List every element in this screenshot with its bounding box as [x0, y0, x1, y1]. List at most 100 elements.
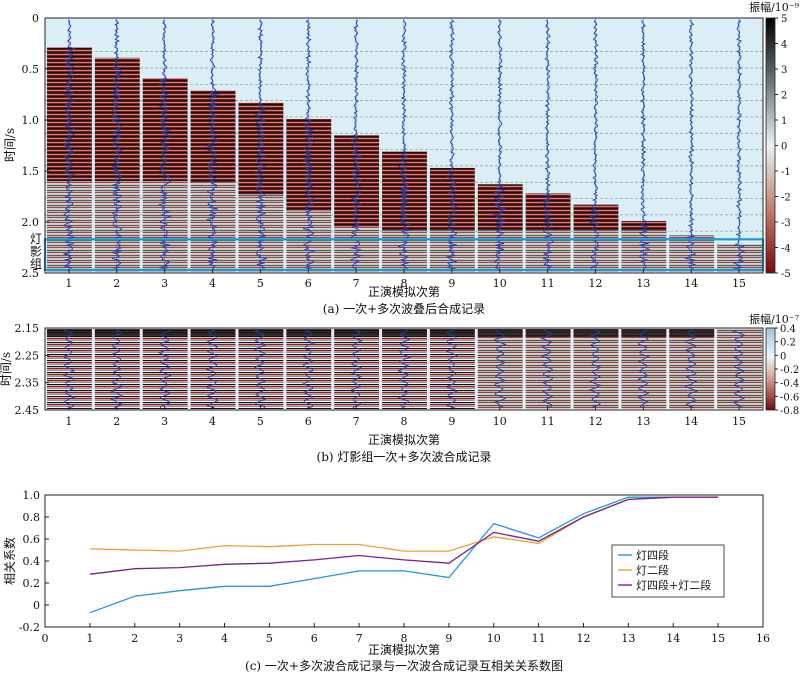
zoom-wiggle-trace [540, 329, 554, 409]
colorbar-tick-label: 5 [781, 14, 787, 25]
panel-a-x-tick-label: 7 [353, 277, 360, 290]
colorbar-tick-label: 0 [781, 142, 787, 153]
legend-label: 灯四段+灯二段 [636, 578, 711, 592]
panel-c-x-tick-label: 16 [756, 632, 770, 645]
panel-b-colorbar-ticks: 0.4 0.2 0 -0.2 -0.4 -0.6 -0.8 [775, 324, 799, 417]
panel-b-x-tick-label: 5 [257, 415, 264, 428]
panel-a-x-tick-label: 2 [113, 277, 120, 290]
panel-a-colorbar [765, 17, 776, 274]
panel-a-x-tick-label: 15 [732, 277, 746, 290]
panel-b-x-tick-label: 14 [684, 415, 698, 428]
record-block [429, 167, 475, 231]
panel-c-x-tick-label: 6 [311, 632, 318, 645]
panel-b-colorbar-title: 振幅/10⁻⁷ [749, 312, 800, 326]
panel-b-gathers [47, 329, 762, 409]
record-block-lower [669, 235, 715, 272]
colorbar-tick-label: 0.4 [780, 324, 796, 335]
zoom-wiggle-trace [684, 329, 699, 409]
zoom-record-block [190, 329, 236, 409]
panel-c-x-tick-label: 8 [401, 632, 408, 645]
panel-a: 00.51.01.52.02.5 1 2 3 4 5 6 7 8 9 10 11 12 13 14 15 时… [3, 0, 800, 316]
zoom-wiggle-trace [253, 329, 267, 409]
record-block [573, 204, 619, 231]
panel-a-y-tick-label: 0 [32, 12, 39, 25]
zoom-record-block [334, 329, 380, 409]
panel-a-y-tick-label: 0.5 [22, 63, 40, 76]
zoom-wiggle-trace [301, 329, 316, 409]
panel-b-x-tick-label: 2 [113, 415, 120, 428]
panel-c-x-tick-label: 0 [42, 632, 49, 645]
zoom-top-band [190, 329, 236, 337]
wiggle-trace [111, 19, 124, 271]
panel-a-x-ticks: 1 2 3 4 5 6 7 8 9 10 11 12 13 14 15 [65, 269, 746, 290]
panel-a-x-tick-label: 12 [588, 277, 602, 290]
legend-label: 灯四段 [636, 548, 669, 562]
zoom-record-block [621, 329, 667, 409]
colorbar-tick-label: 2 [781, 91, 787, 102]
panel-c-y-tick-label: 0.4 [23, 555, 41, 568]
panel-c-x-tick-label: 13 [621, 632, 635, 645]
panel-c-x-tick-label: 12 [577, 632, 591, 645]
zoom-record-block [477, 329, 523, 409]
panel-b-y-tick-label: 2.25 [15, 349, 40, 362]
panel-b-x-tick-label: 15 [732, 415, 746, 428]
colorbar-tick-label: -2 [781, 193, 791, 204]
panel-c-y-tick-label: 0.8 [23, 511, 41, 524]
zoom-top-band [525, 329, 571, 337]
panel-c-caption: (c) 一次+多次波合成记录与一次波合成记录互相关关系数图 [245, 658, 563, 673]
panel-b-caption: (b) 灯影组一次+多次波合成记录 [317, 449, 492, 464]
panel-b-x-tick-label: 8 [401, 415, 408, 428]
panel-c-x-tick-label: 1 [86, 632, 93, 645]
wiggle-trace [349, 19, 363, 271]
record-block-lower [334, 227, 380, 272]
panel-b-y-tick-label: 2.35 [15, 377, 40, 390]
wiggle-trace [731, 19, 746, 271]
panel-c-y-label: 相关系数 [2, 537, 17, 585]
panel-b-x-tick-label: 3 [161, 415, 168, 428]
colorbar-tick-label: -0.8 [780, 406, 799, 417]
zoom-top-band [94, 329, 140, 337]
panel-b-x-tick-label: 13 [636, 415, 650, 428]
zoom-wiggle-trace [588, 329, 602, 409]
record-block [238, 102, 284, 195]
panel-a-gathers [45, 18, 763, 273]
zoom-record-block [669, 329, 715, 409]
panel-a-y-ticks: 0 0.5 1.0 1.5 2.0 2.5 [22, 12, 49, 280]
series-line [89, 496, 719, 575]
colorbar-tick-label: -0.2 [780, 365, 799, 376]
panel-b-y-tick-label: 2.15 [15, 322, 40, 335]
panel-a-x-tick-label: 14 [684, 277, 698, 290]
wiggle-trace [589, 19, 601, 271]
panel-b-x-tick-label: 10 [493, 415, 507, 428]
zoom-top-band [334, 329, 380, 337]
panel-a-x-label: 正演模拟次第 [368, 284, 440, 299]
panel-b-colorbar [765, 327, 776, 411]
panel-b-x-label: 正演模拟次第 [368, 432, 440, 447]
panel-b-y-tick-label: 2.45 [15, 404, 40, 417]
colorbar-tick-label: 0 [780, 351, 786, 362]
panel-a-y-tick-label: 2.5 [22, 267, 40, 280]
panel-b-x-tick-label: 7 [353, 415, 360, 428]
zoom-wiggle-trace [205, 329, 219, 409]
zoom-wiggle-trace [62, 329, 76, 409]
zoom-wiggle-trace [397, 329, 411, 409]
zoom-record-block [94, 329, 140, 409]
panel-a-x-tick-label: 6 [305, 277, 312, 290]
panel-b-x-tick-label: 1 [65, 415, 72, 428]
colorbar-tick-label: 3 [781, 65, 787, 76]
panel-c-x-tick-label: 2 [131, 632, 138, 645]
panel-c-x-tick-label: 5 [266, 632, 273, 645]
panel-c-ticks: -0.200.20.40.60.81.00 1 2 3 4 5 6 7 8 9 10 11 12 13 14… [19, 489, 770, 645]
panel-b-y-ticks: 2.15 2.25 2.35 2.45 [15, 322, 49, 417]
zoom-wiggle-trace [445, 329, 459, 409]
panel-c-x-tick-label: 11 [532, 632, 546, 645]
zoom-top-band [669, 329, 715, 337]
colorbar-tick-label: -0.6 [780, 392, 799, 403]
legend-label: 灯二段 [636, 563, 669, 577]
record-block-lower [142, 181, 188, 272]
wiggle-trace [62, 19, 76, 271]
wiggle-trace [254, 19, 268, 271]
panel-b-x-tick-label: 6 [305, 415, 312, 428]
panel-b-x-tick-label: 4 [209, 415, 216, 428]
record-block-lower [717, 243, 762, 272]
